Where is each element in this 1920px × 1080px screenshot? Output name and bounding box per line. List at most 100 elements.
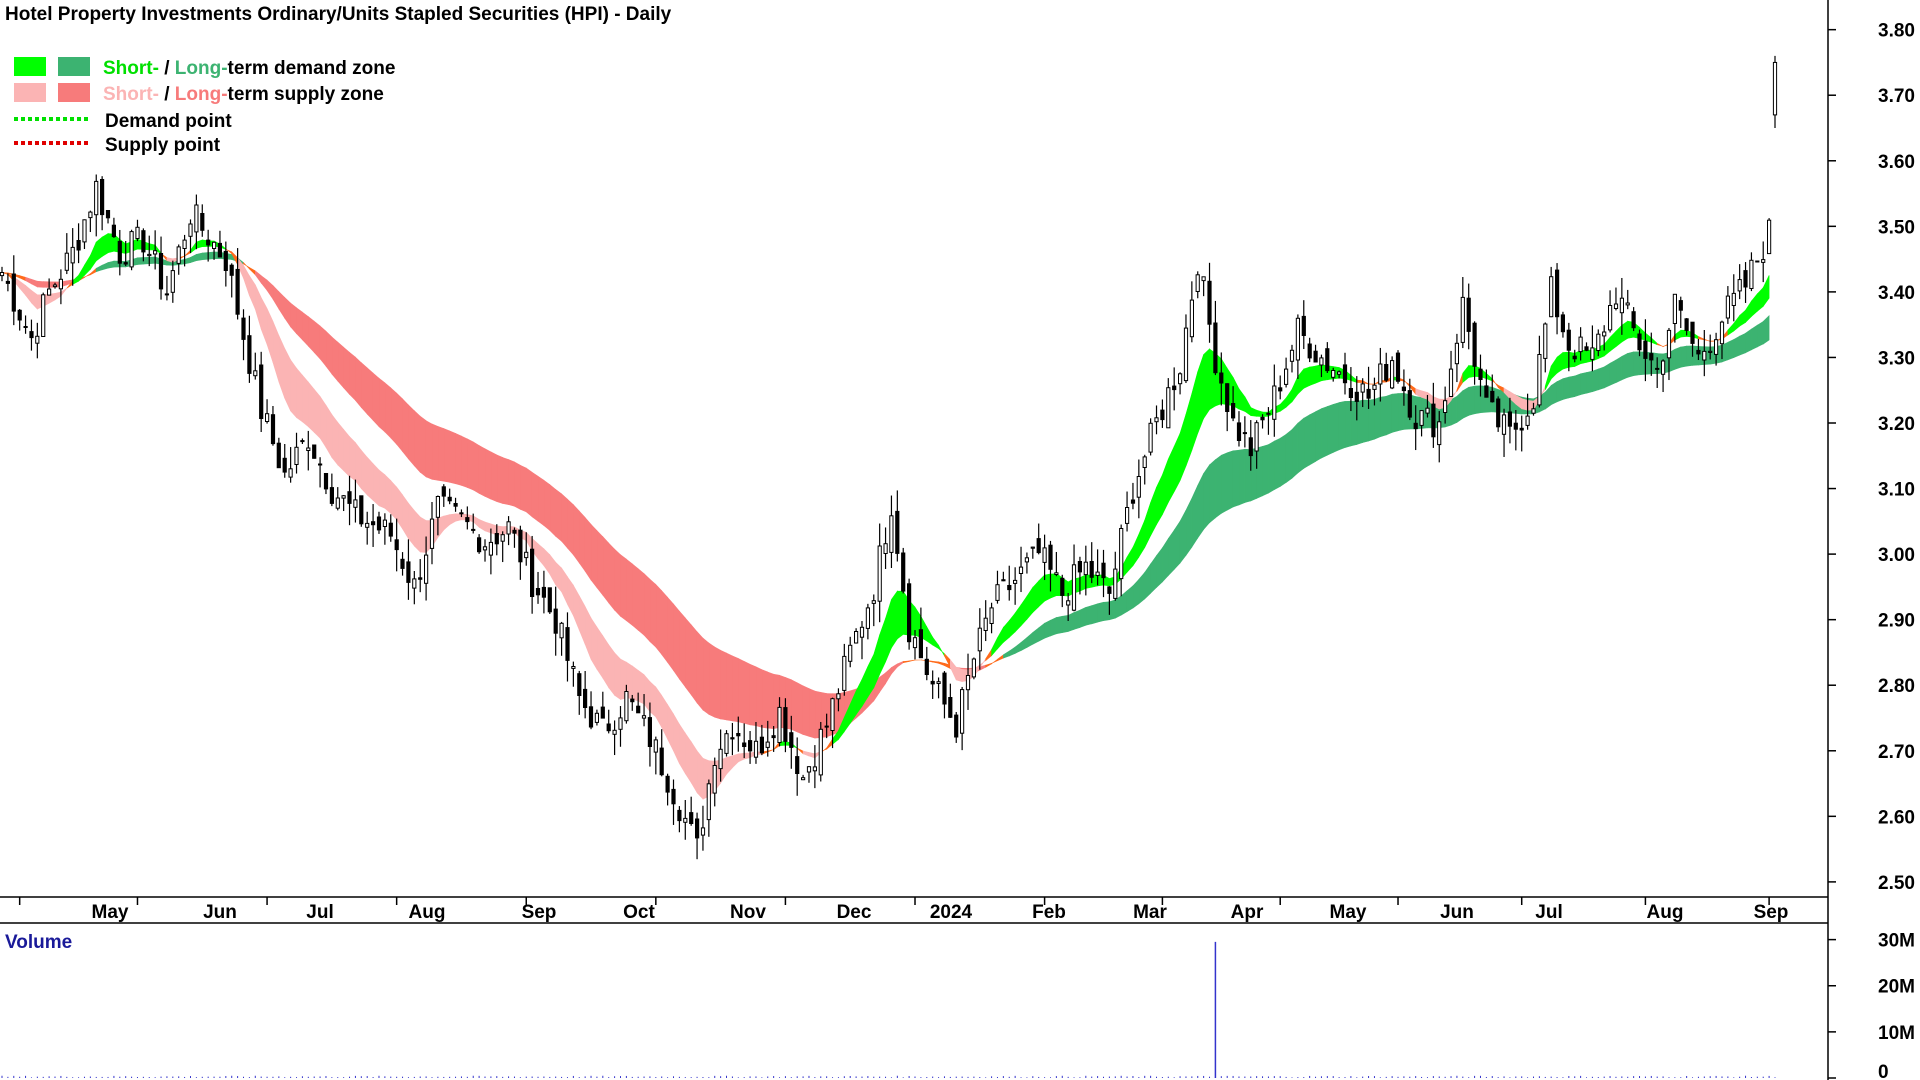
long-term-zone-segment — [1044, 619, 1051, 639]
long-term-zone-segment — [1739, 332, 1746, 356]
short-term-zone-segment — [631, 665, 639, 702]
long-term-zone-segment — [1344, 400, 1352, 448]
candle-body — [500, 534, 505, 542]
short-term-zone-segment — [608, 643, 615, 697]
candle-body — [1572, 355, 1577, 360]
long-term-zone-segment — [1279, 433, 1287, 487]
y-tick-label: 2.60 — [1878, 807, 1915, 828]
short-term-zone-segment — [1050, 573, 1057, 599]
short-term-zone-segment — [390, 479, 398, 521]
candle-body — [58, 278, 63, 290]
long-term-zone-segment — [1615, 355, 1623, 384]
long-term-zone-segment — [1297, 417, 1305, 474]
long-term-zone-segment — [355, 356, 362, 409]
long-term-zone-segment — [1103, 601, 1110, 621]
candle-body — [441, 486, 446, 497]
legend-swatch-short-demand — [14, 57, 46, 76]
long-term-zone-segment — [743, 660, 751, 726]
candle-body — [1242, 432, 1248, 435]
candle-body — [41, 294, 46, 337]
long-term-zone-segment — [331, 336, 339, 382]
y-tick-label: 3.10 — [1878, 480, 1915, 501]
candle-body — [1731, 292, 1736, 306]
long-term-zone-segment — [531, 471, 539, 522]
long-term-zone-segment — [1680, 345, 1687, 368]
long-term-zone-segment — [1244, 448, 1252, 503]
legend-swatch-short-supply — [14, 83, 46, 102]
short-term-zone-segment — [1568, 351, 1575, 368]
long-term-zone-segment — [496, 454, 504, 504]
short-term-zone-segment — [337, 421, 344, 472]
candle-body — [924, 658, 929, 675]
long-term-zone-segment — [449, 430, 456, 485]
candle-body — [918, 629, 923, 659]
candle-body — [1083, 561, 1088, 576]
candle-body — [212, 241, 217, 250]
candle-body — [376, 516, 382, 531]
long-term-zone-segment — [1085, 605, 1092, 626]
candle-body — [1225, 383, 1230, 413]
long-term-zone-segment — [196, 252, 203, 262]
short-term-zone-segment — [1303, 366, 1310, 389]
candle-body — [553, 608, 558, 634]
candle-body — [665, 775, 670, 793]
long-term-zone-segment — [1692, 345, 1699, 366]
candle-body — [518, 529, 523, 563]
candle-body — [1448, 368, 1454, 398]
short-term-zone-segment — [891, 590, 898, 649]
long-term-zone-segment — [1380, 395, 1387, 438]
short-term-zone-segment — [1621, 320, 1628, 343]
candle-body — [17, 309, 22, 321]
candle-body — [1125, 507, 1130, 524]
candle-body — [1013, 579, 1018, 584]
short-term-zone-segment — [319, 395, 327, 449]
long-term-zone-segment — [1062, 615, 1069, 633]
candle-body — [1761, 259, 1766, 263]
candle-body — [995, 584, 1000, 601]
candle-body — [1219, 372, 1224, 384]
short-term-zone-segment — [313, 388, 321, 439]
candle-body — [494, 533, 499, 545]
candle-body — [341, 495, 346, 499]
x-tick-label: 2024 — [930, 902, 973, 923]
candle-body — [312, 444, 317, 459]
candle-body — [1578, 336, 1583, 353]
candle-body — [1036, 538, 1041, 554]
long-term-zone-segment — [1274, 437, 1281, 491]
candle-body — [1637, 333, 1642, 351]
long-term-zone-segment — [484, 448, 492, 500]
long-term-zone-segment — [1285, 428, 1293, 484]
long-term-zone-segment — [1603, 362, 1611, 389]
long-term-zone-segment — [631, 563, 639, 631]
candle-body — [235, 268, 240, 315]
candle-body — [1749, 259, 1754, 289]
candle-body — [1077, 561, 1083, 573]
candle-body — [842, 655, 847, 691]
candle-body — [1319, 357, 1324, 366]
long-term-zone-segment — [36, 280, 44, 288]
candle-body — [206, 239, 211, 246]
candle-body — [636, 705, 641, 714]
candle-body — [76, 240, 81, 251]
candle-body — [1113, 568, 1118, 599]
long-term-zone-segment — [1097, 601, 1104, 623]
candle-body — [294, 446, 299, 465]
long-term-zone-segment — [1321, 406, 1328, 459]
long-term-zone-segment — [1562, 376, 1570, 400]
long-term-zone-segment — [1315, 408, 1322, 462]
volume-layer — [1, 941, 1776, 1078]
long-term-zone-segment — [1073, 609, 1081, 630]
candle-body — [229, 264, 234, 276]
long-term-zone-segment — [419, 415, 427, 478]
long-term-zone-segment — [684, 617, 692, 696]
candle-body — [1672, 293, 1678, 324]
long-term-zone-segment — [1586, 370, 1593, 394]
candle-body — [1737, 279, 1742, 292]
long-term-zone-segment — [602, 535, 610, 604]
candle-body — [1231, 403, 1236, 419]
candle-body — [877, 545, 882, 602]
short-term-zone-segment — [149, 243, 156, 251]
x-tick-label: Aug — [409, 902, 446, 923]
long-term-zone-segment — [584, 516, 592, 581]
